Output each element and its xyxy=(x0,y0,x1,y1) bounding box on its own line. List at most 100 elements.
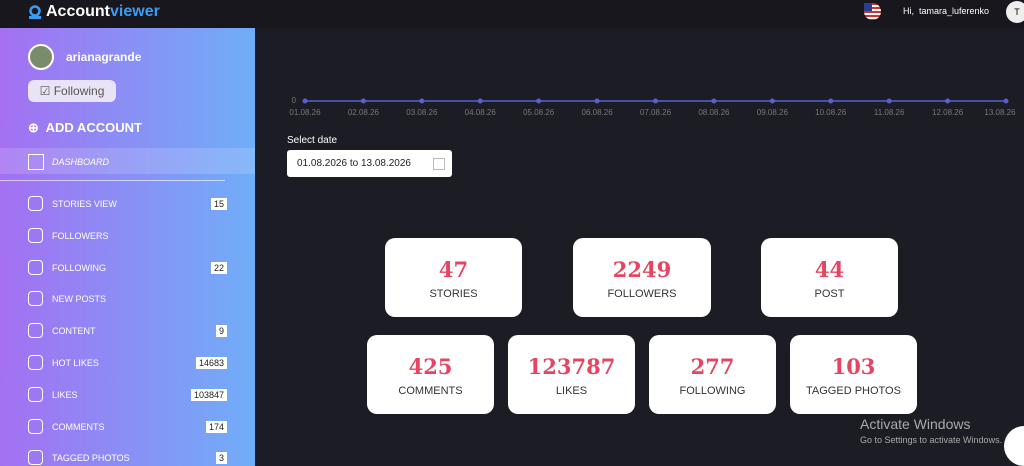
nav-item[interactable]: FOLLOWERS xyxy=(52,230,109,241)
top-bar: Accountviewer Hi, tamara_luferenko T xyxy=(0,0,1024,28)
logo-part: viewer xyxy=(110,3,160,20)
calendar-icon xyxy=(433,158,445,170)
point xyxy=(653,98,658,104)
stat-value: 47 xyxy=(438,257,469,282)
stat-label: STORIES xyxy=(429,288,478,300)
chat-button[interactable] xyxy=(1004,426,1024,466)
x-tick-label: 12.08.26 xyxy=(932,108,964,117)
stat-card: 44 POST xyxy=(761,238,898,317)
icon xyxy=(28,291,43,307)
stat-label: COMMENTS xyxy=(398,385,463,397)
stat-value: 103 xyxy=(831,354,876,379)
date-value: 01.08.2026 to 13.08.2026 xyxy=(297,158,411,169)
x-tick-label: 10.08.26 xyxy=(815,108,847,117)
point xyxy=(769,98,775,104)
add-account-text: ADD ACCOUNT xyxy=(45,120,142,135)
following-button[interactable]: ☑ Following xyxy=(28,80,116,102)
nav-item[interactable]: LIKES xyxy=(52,389,78,400)
nav-count: 9 xyxy=(215,325,227,338)
profile-name[interactable]: arianagrande xyxy=(66,50,142,64)
button-text: Following xyxy=(53,84,105,98)
nav-count: 22 xyxy=(210,261,227,274)
x-tick-label: 01.08.26 xyxy=(289,108,321,117)
watermark-title: Activate Windows xyxy=(860,416,971,432)
stat-value: 44 xyxy=(814,257,845,282)
stat-card: 123787 LIKES xyxy=(508,335,635,414)
point xyxy=(945,98,951,104)
stat-card: 103 TAGGED PHOTOS xyxy=(790,335,917,414)
stat-label: LIKES xyxy=(555,385,588,397)
x-tick-label: 08.08.26 xyxy=(698,108,730,117)
point xyxy=(828,98,834,104)
icon xyxy=(28,355,43,370)
nav-item[interactable]: NEW POSTS xyxy=(52,294,107,305)
point xyxy=(360,98,366,104)
icon xyxy=(28,259,43,275)
x-tick-label: 07.08.26 xyxy=(640,108,672,117)
stat-value: 123787 xyxy=(527,354,616,379)
logo-part: Account xyxy=(46,3,110,20)
nav-count: 174 xyxy=(205,420,227,433)
icon xyxy=(28,418,43,434)
nav-item[interactable]: STORIES VIEW xyxy=(52,199,117,209)
x-tick-label: 04.08.26 xyxy=(465,108,497,117)
point xyxy=(302,98,308,104)
point xyxy=(419,98,425,104)
nav-item[interactable]: COMMENTS xyxy=(52,421,105,432)
y-tick-label: 0 xyxy=(292,96,297,105)
date-label: Select date xyxy=(287,135,338,146)
nav-dashboard[interactable]: DASHBOARD xyxy=(52,157,110,167)
nav-item[interactable]: TAGGED PHOTOS xyxy=(52,453,130,464)
nav-count: 15 xyxy=(210,198,227,210)
icon xyxy=(28,450,43,466)
stat-value: 277 xyxy=(690,354,735,379)
point xyxy=(711,98,717,104)
x-tick-label: 13.08.26 xyxy=(984,108,1016,117)
greeting-text: Hi, xyxy=(903,6,914,16)
x-tick-label: 11.08.26 xyxy=(874,108,905,117)
sidebar: arianagrande ☑ Following ⊕ ADD ACCOUNT D… xyxy=(0,28,255,466)
point xyxy=(886,98,892,104)
nav-count: 14683 xyxy=(195,357,227,369)
point xyxy=(1003,98,1009,104)
divider xyxy=(0,180,225,181)
profile-avatar xyxy=(28,44,54,70)
stat-label: TAGGED PHOTOS xyxy=(806,385,901,397)
flag[interactable] xyxy=(864,3,881,20)
date-picker[interactable]: 01.08.2026 to 13.08.2026 xyxy=(287,150,452,177)
point xyxy=(594,98,600,104)
logo[interactable]: Accountviewer xyxy=(46,3,160,21)
nav-count: 3 xyxy=(215,452,227,465)
logo-icon xyxy=(29,5,41,19)
nav-item[interactable]: CONTENT xyxy=(52,326,96,337)
x-tick-label: 06.08.26 xyxy=(582,108,614,117)
x-tick-label: 02.08.26 xyxy=(348,108,380,117)
nav-count: 103847 xyxy=(190,388,227,401)
nav-item[interactable]: FOLLOWING xyxy=(52,262,107,273)
avatar[interactable]: T xyxy=(1006,1,1024,23)
x-tick-label: 03.08.26 xyxy=(406,108,438,117)
stat-value: 2249 xyxy=(612,257,672,282)
stat-card: 47 STORIES xyxy=(385,238,522,317)
username[interactable]: tamara_luferenko xyxy=(919,6,990,16)
x-tick-label: 05.08.26 xyxy=(523,108,555,117)
stat-label: FOLLOWERS xyxy=(607,288,677,300)
stat-card: 425 COMMENTS xyxy=(367,335,494,414)
icon xyxy=(28,154,44,170)
icon xyxy=(28,196,43,211)
icon xyxy=(28,323,43,339)
watermark-subtitle: Go to Settings to activate Windows. xyxy=(860,435,1003,445)
nav-item[interactable]: HOT LIKES xyxy=(52,358,99,368)
add-account[interactable]: ⊕ ADD ACCOUNT xyxy=(28,120,142,135)
point xyxy=(536,98,542,104)
stat-card: 2249 FOLLOWERS xyxy=(573,238,711,317)
stat-card: 277 FOLLOWING xyxy=(649,335,776,414)
x-tick-label: 09.08.26 xyxy=(757,108,789,117)
point xyxy=(477,98,483,104)
greeting: Hi, tamara_luferenko xyxy=(903,6,989,16)
icon xyxy=(28,227,43,243)
stat-label: POST xyxy=(814,288,845,300)
stat-label: FOLLOWING xyxy=(679,385,746,397)
